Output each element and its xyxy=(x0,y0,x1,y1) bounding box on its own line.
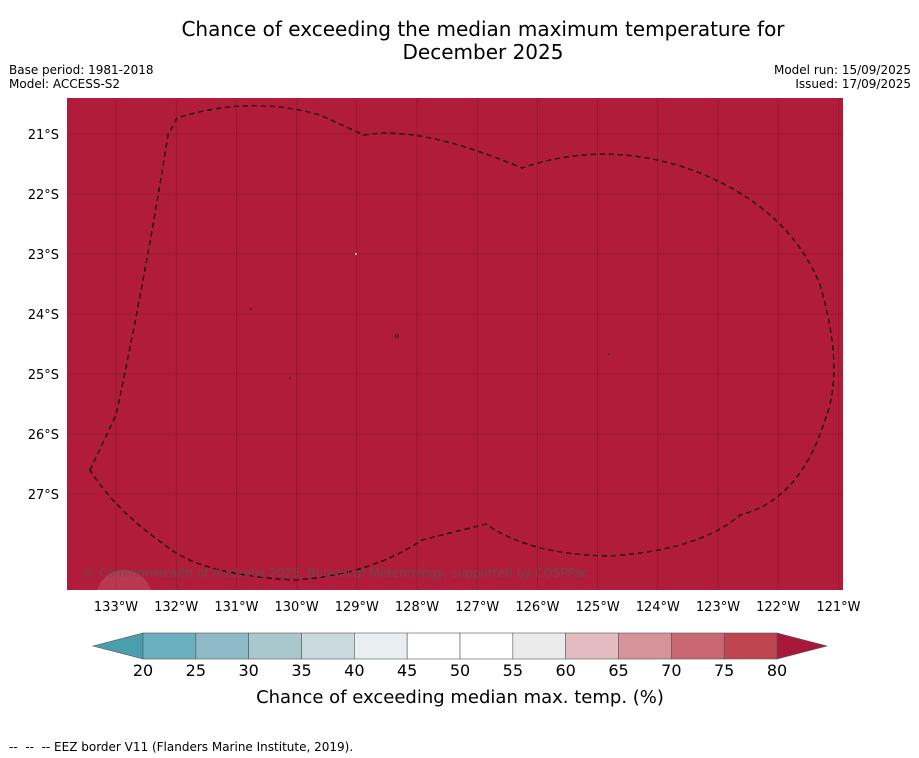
lat-label: 24°S xyxy=(28,308,59,323)
title-line-1: Chance of exceeding the median maximum t… xyxy=(181,17,785,41)
colorbar-segments xyxy=(142,632,778,660)
colorbar-tick-label: 30 xyxy=(238,661,258,680)
lat-label: 26°S xyxy=(28,428,59,443)
colorbar-tick-label: 80 xyxy=(767,661,787,680)
copyright-credit: © Commonwealth of Australia 2025, Bureau… xyxy=(83,566,588,580)
colorbar-segment xyxy=(301,632,355,660)
lon-label: 121°W xyxy=(816,600,860,615)
colorbar-segment xyxy=(618,632,672,660)
lat-label: 21°S xyxy=(28,128,59,143)
latitude-labels: 21°S 22°S 23°S 24°S 25°S 26°S 27°S xyxy=(28,128,59,503)
lon-label: 124°W xyxy=(636,600,680,615)
lon-label: 128°W xyxy=(395,600,439,615)
lon-label: 123°W xyxy=(696,600,740,615)
colorbar-under-arrow xyxy=(91,632,144,660)
colorbar-segment xyxy=(406,632,461,660)
colorbar-tick-label: 35 xyxy=(291,661,311,680)
lon-label: 132°W xyxy=(154,600,198,615)
lat-label: 25°S xyxy=(28,368,59,383)
lat-label: 22°S xyxy=(28,188,59,203)
chart-title: Chance of exceeding the median maximum t… xyxy=(0,18,919,64)
colorbar-tick-label: 25 xyxy=(186,661,206,680)
issued-date: Issued: 17/09/2025 xyxy=(795,77,911,91)
colorbar-title: Chance of exceeding median max. temp. (%… xyxy=(256,687,664,708)
colorbar-tick-label: 55 xyxy=(503,661,523,680)
colorbar-segment xyxy=(354,632,408,660)
colorbar: 20 25 30 35 40 45 50 55 60 65 70 75 80 Chance of exc… xyxy=(91,632,829,708)
lon-label: 131°W xyxy=(214,600,258,615)
title-line-2: December 2025 xyxy=(402,40,564,64)
lon-label: 125°W xyxy=(576,600,620,615)
lon-label: 127°W xyxy=(455,600,499,615)
lat-label: 27°S xyxy=(28,488,59,503)
lon-label: 122°W xyxy=(756,600,800,615)
eez-border-line xyxy=(89,105,835,581)
colorbar-tick-label: 45 xyxy=(397,661,417,680)
colorbar-tick-label: 60 xyxy=(555,661,575,680)
colorbar-segment xyxy=(512,632,566,660)
map-gridlines xyxy=(67,98,843,590)
eez-legend-note: -- -- -- EEZ border V11 (Flanders Marine… xyxy=(9,740,354,754)
colorbar-tick-label: 75 xyxy=(714,661,734,680)
colorbar-tick-label: 70 xyxy=(661,661,681,680)
lon-label: 133°W xyxy=(94,600,138,615)
lon-label: 130°W xyxy=(275,600,319,615)
colorbar-segment xyxy=(248,632,302,660)
lon-label: 129°W xyxy=(335,600,379,615)
colorbar-tick-label: 40 xyxy=(344,661,364,680)
colorbar-segment xyxy=(723,632,778,660)
colorbar-segment xyxy=(671,632,725,660)
base-period: Base period: 1981-2018 xyxy=(9,63,154,77)
colorbar-segment xyxy=(565,632,619,660)
watermark-logo xyxy=(96,570,152,626)
colorbar-segment xyxy=(142,632,197,660)
model-name: Model: ACCESS-S2 xyxy=(9,77,121,91)
meta-right: Model run: 15/09/2025 Issued: 17/09/2025 xyxy=(774,63,911,91)
map-area xyxy=(67,98,843,590)
colorbar-tick-label: 50 xyxy=(450,661,470,680)
lat-label: 23°S xyxy=(28,248,59,263)
lon-label: 126°W xyxy=(515,600,559,615)
colorbar-tick-label: 65 xyxy=(608,661,628,680)
colorbar-segment xyxy=(459,632,514,660)
colorbar-tick-label: 20 xyxy=(133,661,153,680)
colorbar-tick-labels: 20 25 30 35 40 45 50 55 60 65 70 75 80 xyxy=(133,661,787,680)
colorbar-over-arrow xyxy=(776,632,829,660)
colorbar-segment xyxy=(195,632,249,660)
islands xyxy=(250,253,610,379)
meta-left: Base period: 1981-2018 Model: ACCESS-S2 xyxy=(9,63,154,91)
longitude-labels: 133°W 132°W 131°W 130°W 129°W 128°W 127°W 126°W… xyxy=(94,600,861,615)
model-run: Model run: 15/09/2025 xyxy=(773,63,911,77)
